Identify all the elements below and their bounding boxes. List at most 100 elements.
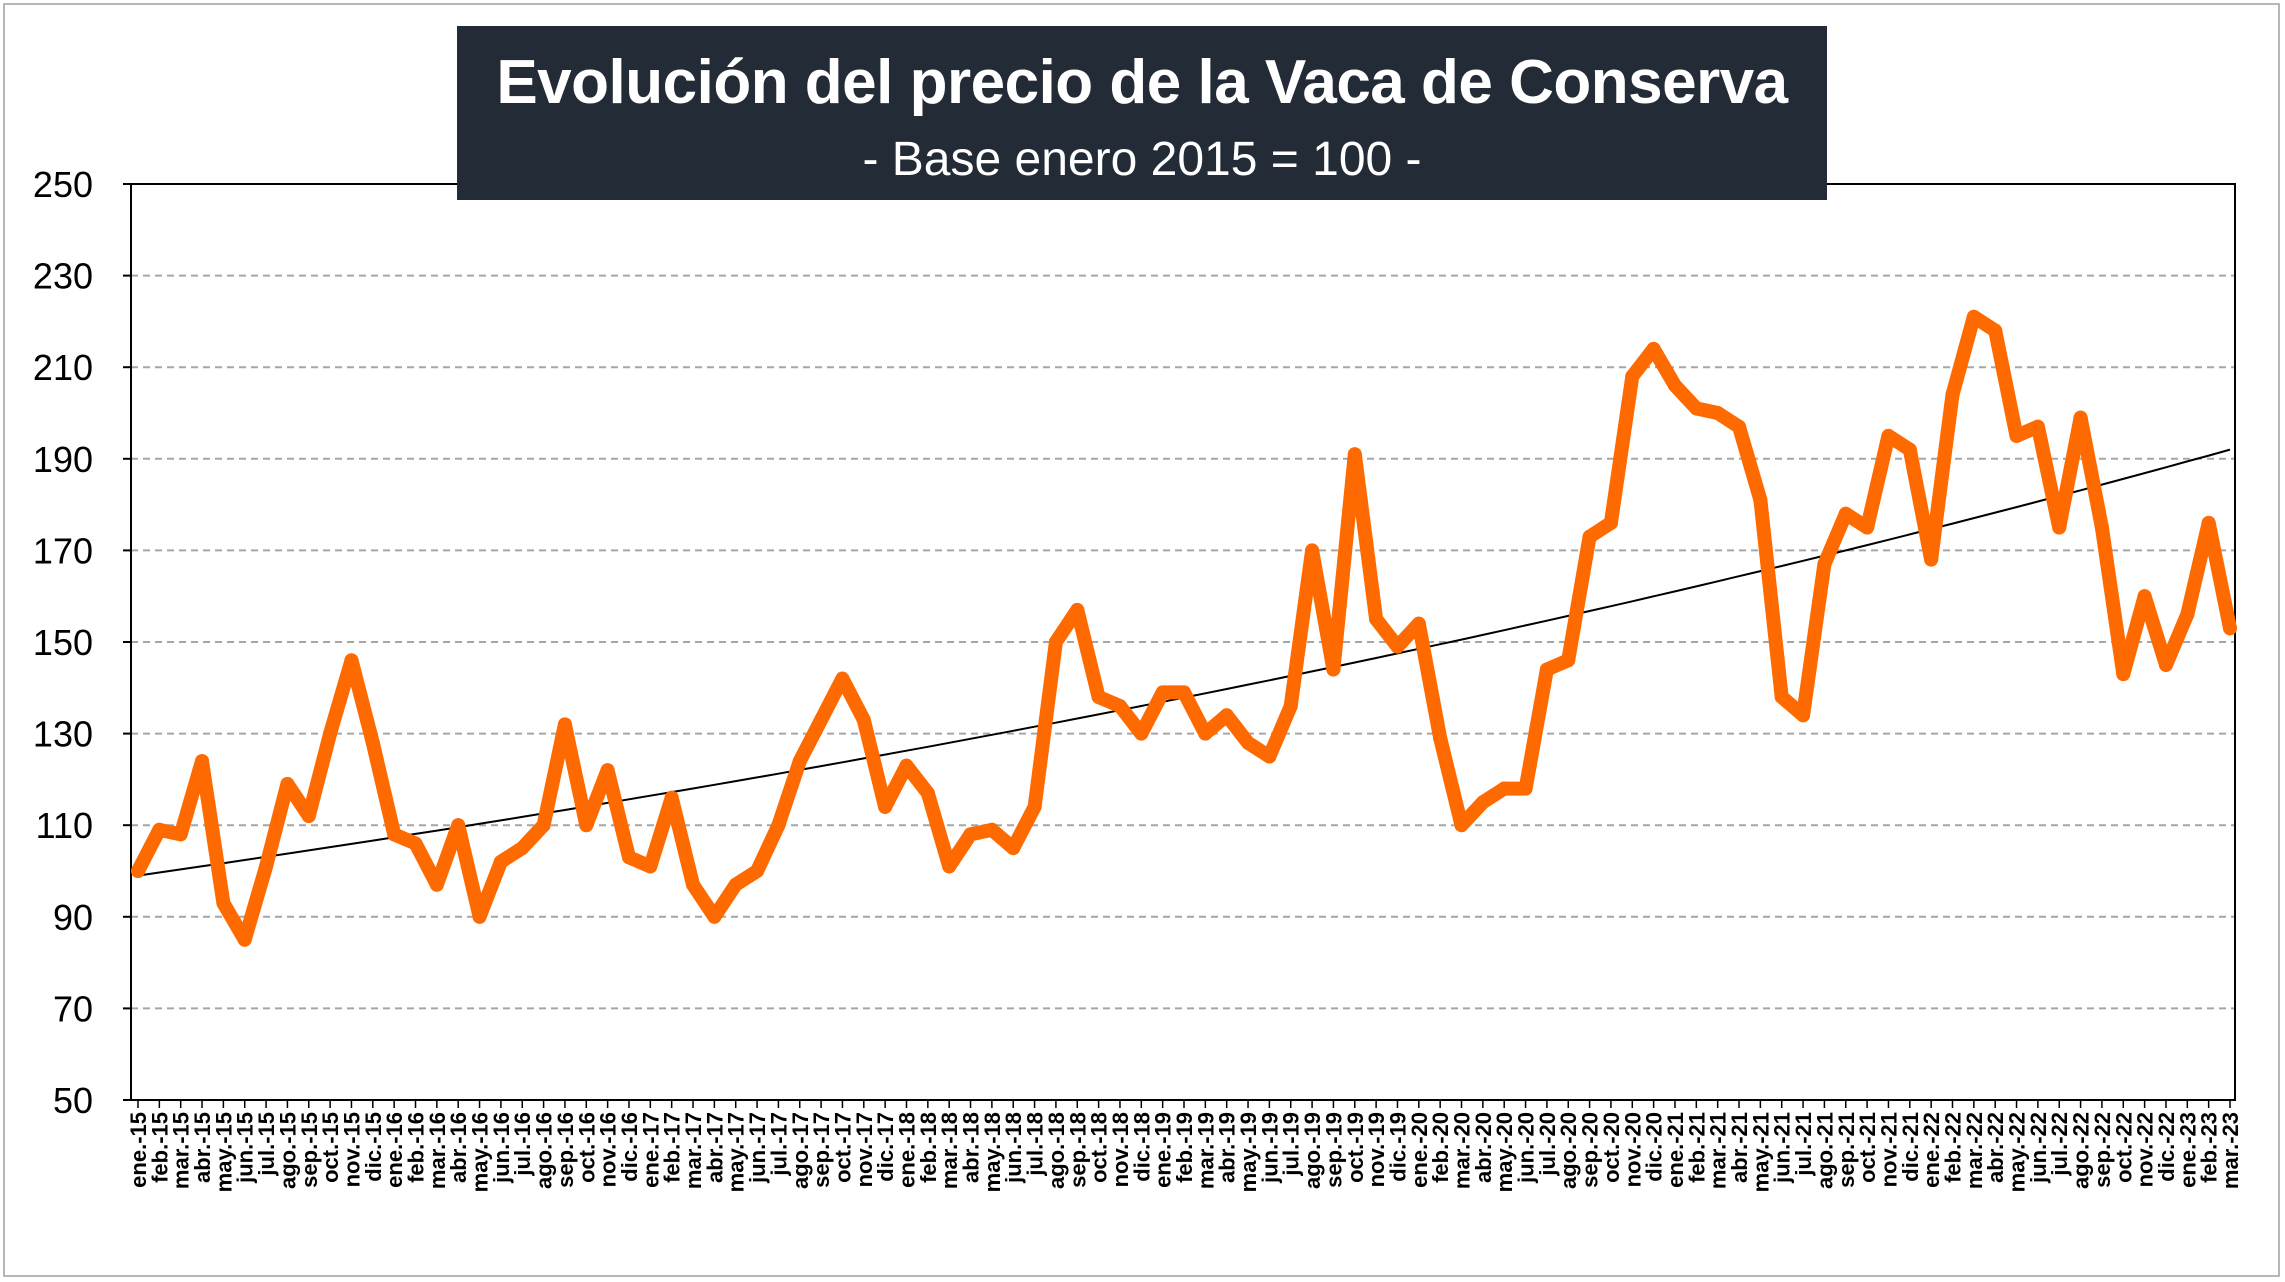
data-point [536, 818, 551, 833]
data-point [1347, 447, 1362, 462]
data-points [131, 309, 2237, 947]
data-point [344, 653, 359, 668]
x-tick-label: feb.-19 [1172, 1112, 1197, 1183]
x-tick-label: jul.-21 [1791, 1112, 1816, 1177]
data-point [1796, 708, 1811, 723]
data-point [1902, 442, 1917, 457]
data-point [1732, 419, 1747, 434]
x-tick-label: may.-21 [1748, 1112, 1773, 1192]
data-point [942, 859, 957, 874]
x-tick-label: sep.-19 [1321, 1112, 1346, 1188]
x-tick-label: nov.-17 [852, 1112, 877, 1187]
data-point [1475, 795, 1490, 810]
data-point [814, 712, 829, 727]
x-tick-label: may.-15 [211, 1112, 236, 1192]
x-tick-label: may.-19 [1236, 1112, 1261, 1192]
data-point [686, 877, 701, 892]
data-point [579, 818, 594, 833]
data-point [365, 735, 380, 750]
x-tick-label: may.-22 [2005, 1112, 2030, 1192]
x-tick-label: dic.-17 [873, 1112, 898, 1182]
x-tick-label: ene.-19 [1151, 1112, 1176, 1188]
data-point [1241, 735, 1256, 750]
x-tick-label: oct.-17 [830, 1112, 855, 1183]
y-tick-label: 230 [33, 256, 93, 297]
gridlines [131, 274, 2235, 1010]
data-point [664, 790, 679, 805]
x-tick-label: oct.-15 [318, 1112, 343, 1183]
x-tick-label: jun.-21 [1770, 1112, 1795, 1184]
data-point [1603, 515, 1618, 530]
x-tick-label: abr.-15 [190, 1112, 215, 1183]
data-point [771, 818, 786, 833]
data-point [1262, 749, 1277, 764]
data-point [301, 809, 316, 824]
data-point [1988, 323, 2003, 338]
data-point [2223, 621, 2237, 636]
y-tick-label: 90 [53, 897, 93, 938]
x-tick-label: dic.-15 [361, 1112, 386, 1182]
x-tick-label: ago.-17 [788, 1112, 813, 1189]
data-point [1390, 639, 1405, 654]
data-point [1710, 406, 1725, 420]
data-point [1497, 781, 1512, 796]
x-tick-label: ene.-23 [2175, 1112, 2200, 1188]
x-tick-label: mar.-18 [937, 1112, 962, 1189]
x-tick-label: nov.-22 [2133, 1112, 2158, 1187]
data-point [920, 786, 935, 801]
x-tick-label: sep.-20 [1578, 1112, 1603, 1188]
x-tick-label: abr.-19 [1215, 1112, 1240, 1183]
x-tick-label: sep.-22 [2090, 1112, 2115, 1188]
x-tick-label: jun.-18 [1001, 1112, 1026, 1184]
x-tick-label: sep.-18 [1065, 1112, 1090, 1188]
x-tick-label: nov.-18 [1108, 1112, 1133, 1187]
data-point [472, 909, 487, 924]
data-point [1433, 731, 1448, 746]
data-point [323, 726, 338, 741]
data-point [1518, 781, 1533, 796]
data-point [1155, 685, 1170, 700]
data-point [621, 850, 636, 865]
data-point [195, 754, 210, 769]
x-tick-label: abr.-21 [1727, 1112, 1752, 1183]
x-tick-label: oct.-19 [1343, 1112, 1368, 1183]
data-point [2030, 419, 2045, 434]
y-tick-label: 250 [33, 164, 93, 205]
x-tick-label: sep.-15 [297, 1112, 322, 1188]
x-tick-label: dic.-19 [1385, 1112, 1410, 1182]
data-point [1091, 689, 1106, 704]
data-point [493, 854, 508, 869]
x-tick-label: feb.-16 [404, 1112, 429, 1183]
data-point [1817, 557, 1832, 572]
x-tick-label: mar.-16 [425, 1112, 450, 1189]
x-tick-label: ago.-19 [1300, 1112, 1325, 1189]
data-point [1860, 520, 1875, 535]
x-tick-label: feb.-15 [147, 1112, 172, 1183]
x-tick-label: jul.-16 [510, 1112, 535, 1177]
data-point [2052, 520, 2067, 535]
x-tick-label: may.-17 [724, 1112, 749, 1192]
data-point [173, 827, 188, 842]
x-tick-label: jul.-19 [1279, 1112, 1304, 1177]
x-tick-label: feb.-23 [2197, 1112, 2222, 1183]
x-tick-label: mar.-21 [1706, 1112, 1731, 1189]
data-point [1219, 708, 1234, 723]
x-tick-label: ene.-18 [894, 1112, 919, 1188]
x-tick-label: jul.-18 [1023, 1112, 1048, 1177]
x-tick-label: nov.-20 [1620, 1112, 1645, 1187]
data-point [707, 909, 722, 924]
x-tick-label: feb.-17 [660, 1112, 685, 1183]
x-tick-label: sep.-17 [809, 1112, 834, 1188]
x-tick-label: jul.-17 [766, 1112, 791, 1177]
x-tick-label: jun.-16 [489, 1112, 514, 1184]
x-tick-label: abr.-20 [1471, 1112, 1496, 1183]
data-point [1326, 662, 1341, 677]
data-point [237, 932, 252, 947]
x-tick-label: mar.-19 [1193, 1112, 1218, 1189]
data-point [2201, 515, 2216, 530]
data-point [429, 877, 444, 892]
x-tick-label: abr.-16 [446, 1112, 471, 1183]
data-point [1454, 818, 1469, 833]
data-point [2094, 520, 2109, 535]
x-tick-label: abr.-18 [959, 1112, 984, 1183]
